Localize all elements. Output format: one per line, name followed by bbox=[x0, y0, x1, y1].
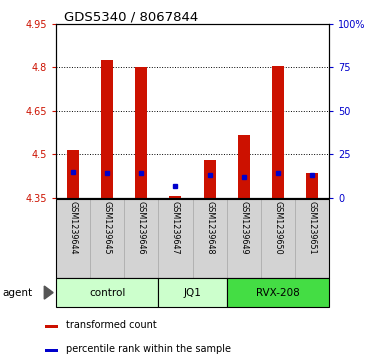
Text: GSM1239650: GSM1239650 bbox=[273, 201, 283, 254]
Bar bbox=[135, 67, 147, 198]
Text: RVX-208: RVX-208 bbox=[256, 287, 300, 298]
Text: GSM1239646: GSM1239646 bbox=[137, 201, 146, 254]
Bar bbox=[124, 199, 158, 278]
Text: control: control bbox=[89, 287, 125, 298]
Bar bbox=[45, 325, 58, 328]
Text: GSM1239648: GSM1239648 bbox=[205, 201, 214, 254]
Bar bbox=[45, 348, 58, 352]
Bar bbox=[56, 199, 90, 278]
Bar bbox=[56, 278, 158, 307]
Bar bbox=[158, 278, 227, 307]
Bar bbox=[90, 199, 124, 278]
Text: GSM1239645: GSM1239645 bbox=[102, 201, 112, 254]
Bar bbox=[306, 173, 318, 198]
Bar bbox=[67, 150, 79, 198]
Text: GSM1239647: GSM1239647 bbox=[171, 201, 180, 254]
Text: GSM1239651: GSM1239651 bbox=[308, 201, 316, 254]
Text: GSM1239644: GSM1239644 bbox=[69, 201, 77, 254]
Text: transformed count: transformed count bbox=[66, 320, 157, 330]
Bar bbox=[101, 60, 113, 198]
Bar bbox=[272, 66, 284, 198]
Text: agent: agent bbox=[2, 287, 32, 298]
Bar bbox=[261, 199, 295, 278]
Bar bbox=[227, 278, 329, 307]
Text: JQ1: JQ1 bbox=[184, 287, 201, 298]
Bar bbox=[227, 199, 261, 278]
Bar bbox=[204, 160, 216, 198]
Bar bbox=[192, 199, 227, 278]
Bar bbox=[169, 196, 181, 198]
Bar bbox=[295, 199, 329, 278]
Text: percentile rank within the sample: percentile rank within the sample bbox=[66, 344, 231, 354]
Bar bbox=[158, 199, 192, 278]
Text: GDS5340 / 8067844: GDS5340 / 8067844 bbox=[64, 11, 198, 24]
Text: GSM1239649: GSM1239649 bbox=[239, 201, 248, 254]
Bar bbox=[238, 135, 250, 198]
